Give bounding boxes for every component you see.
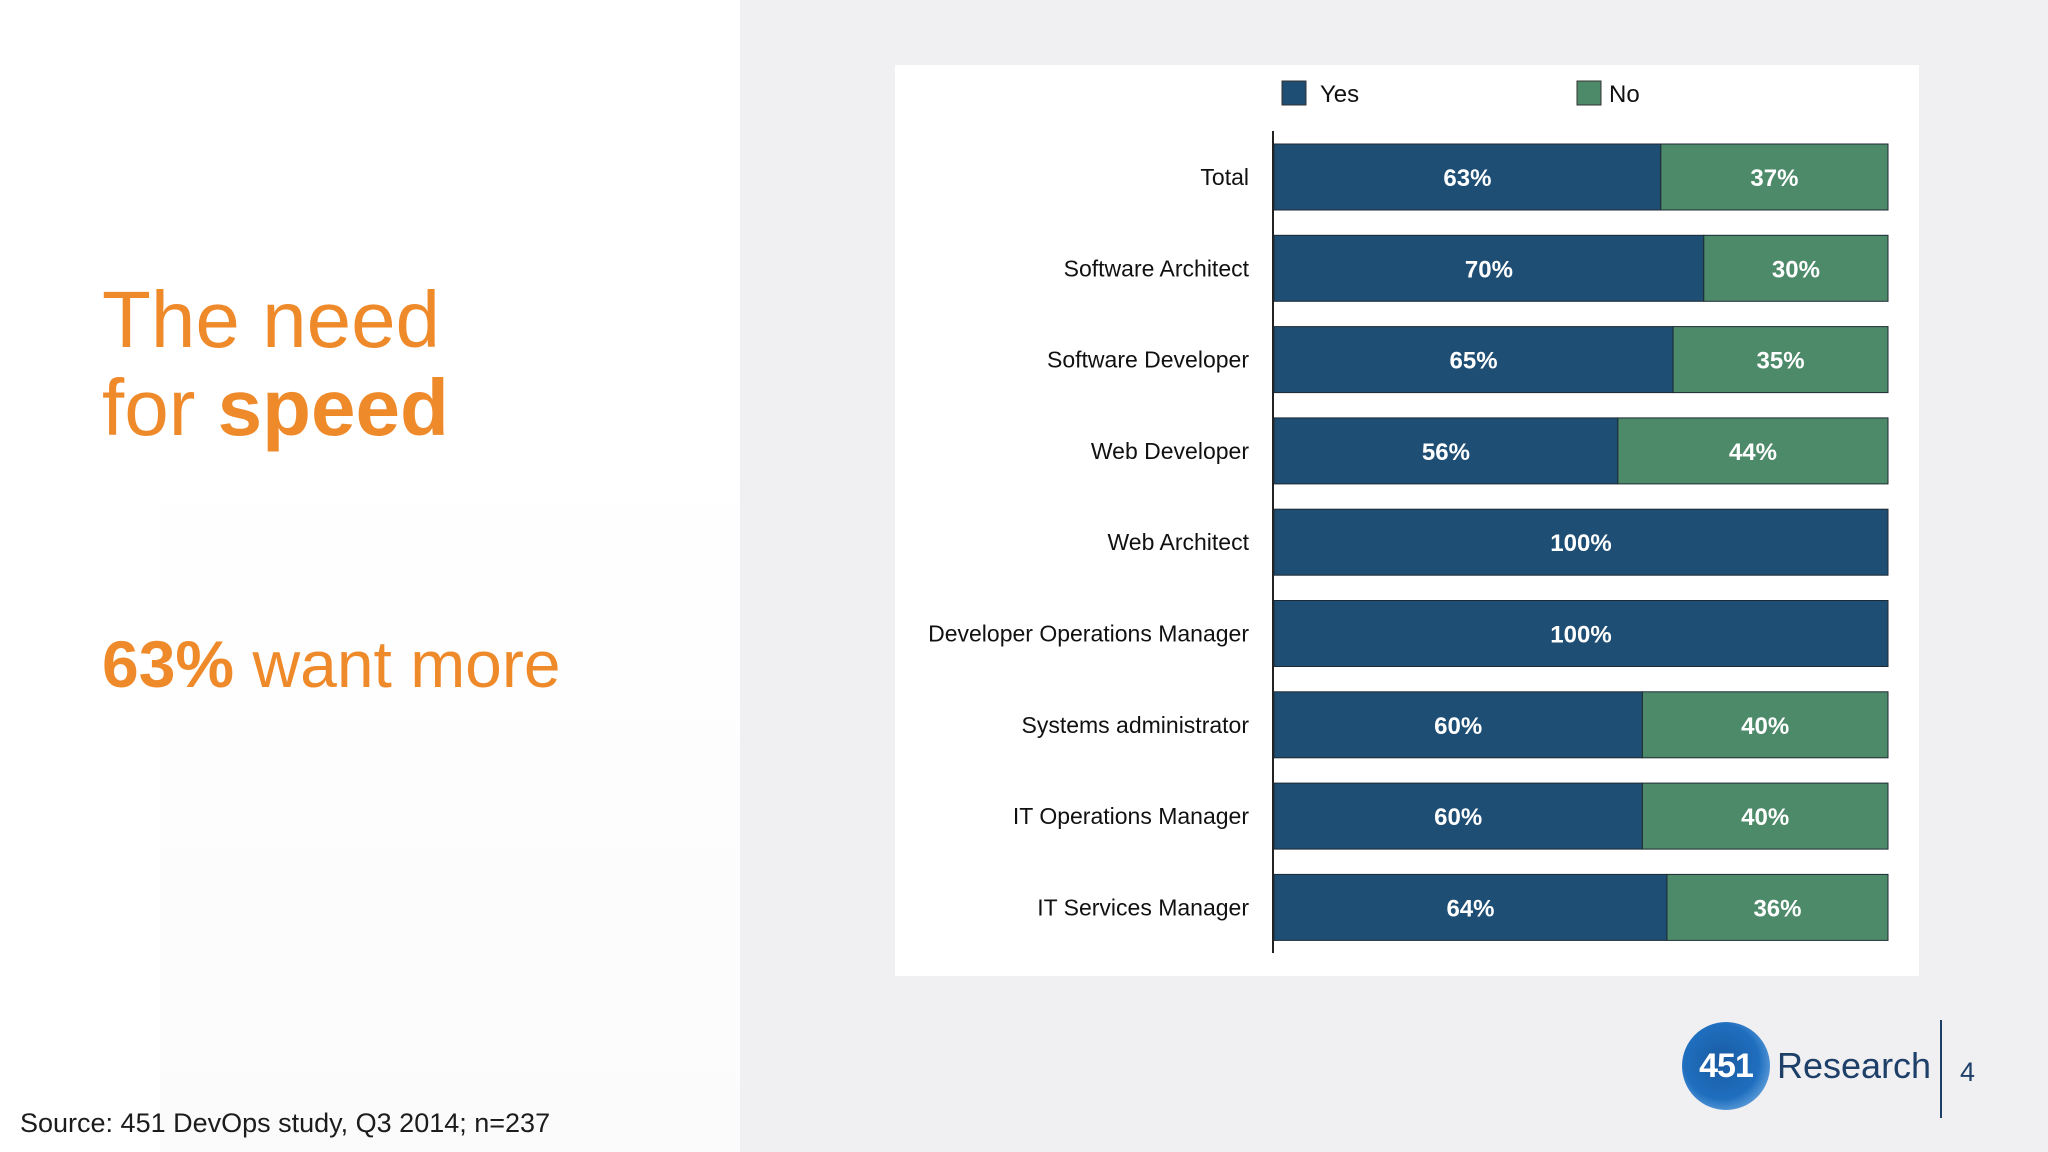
category-label: Software Architect [1064, 255, 1250, 281]
bar-yes [1273, 143, 1662, 211]
bar-no [1660, 143, 1889, 211]
data-label-yes: 56% [1422, 439, 1470, 466]
data-label-yes: 65% [1450, 348, 1498, 375]
data-label-no: 37% [1750, 165, 1798, 192]
bar-yes [1273, 691, 1643, 759]
data-label-yes: 64% [1446, 895, 1494, 922]
bar-yes [1273, 782, 1643, 850]
stat-value: 63% [102, 627, 235, 701]
headline-line-2: for speed [102, 364, 449, 452]
category-label: Web Developer [1091, 438, 1249, 464]
legend-swatch-yes [1281, 80, 1307, 106]
background-fade [160, 430, 740, 1152]
stacked-bar-chart: Yes No Total 63% 37% Software Architect 70% 30%… [928, 80, 1889, 953]
source-note: Source: 451 DevOps study, Q3 2014; n=237 [20, 1108, 551, 1138]
bar-no [1617, 417, 1889, 485]
category-label: Systems administrator [1021, 712, 1249, 738]
category-label: IT Services Manager [1037, 894, 1249, 920]
bar-no [1666, 873, 1889, 941]
headline-prefix: for [102, 363, 218, 452]
bar-no [1641, 691, 1889, 759]
bar-yes [1273, 326, 1674, 394]
category-label: Software Developer [1047, 347, 1249, 373]
legend-swatch-no [1576, 80, 1602, 106]
logo-circle: 451 [1682, 1022, 1770, 1110]
left-panel [0, 0, 740, 1152]
logo-wordmark: Research [1777, 1045, 1932, 1086]
data-label-yes: 60% [1434, 804, 1482, 831]
bar-yes [1273, 600, 1889, 667]
category-label: Web Architect [1108, 529, 1250, 555]
data-label-no: 40% [1741, 713, 1789, 740]
category-label: Total [1200, 164, 1249, 190]
data-label-no: 36% [1753, 895, 1801, 922]
stat-callout: 63% want more [102, 626, 561, 702]
bar-no [1641, 782, 1889, 850]
category-label: Developer Operations Manager [928, 621, 1249, 647]
bar-yes [1273, 234, 1705, 302]
stat-text: want more [234, 627, 561, 701]
data-label-no: 44% [1729, 439, 1777, 466]
data-label-yes: 100% [1550, 622, 1611, 649]
headline-line-1: The need [102, 275, 441, 364]
bar-yes [1273, 508, 1889, 576]
legend-label-yes: Yes [1320, 81, 1359, 108]
data-label-yes: 100% [1550, 530, 1611, 557]
data-label-no: 40% [1741, 804, 1789, 831]
footer-divider [1940, 1020, 1942, 1118]
data-label-yes: 63% [1443, 165, 1491, 192]
chart-card: Yes No Total 63% 37% Software Architect 70% 30%… [895, 65, 1919, 976]
data-label-yes: 70% [1465, 256, 1513, 283]
legend-label-no: No [1609, 81, 1640, 108]
bar-yes [1273, 417, 1619, 485]
data-label-no: 35% [1757, 348, 1805, 375]
headline-bold-word: speed [217, 363, 449, 452]
bar-no [1672, 326, 1889, 394]
bar-no [1703, 234, 1889, 302]
data-label-yes: 60% [1434, 713, 1482, 740]
page-number: 4 [1960, 1057, 1976, 1087]
category-label: IT Operations Manager [1013, 803, 1249, 829]
data-label-no: 30% [1772, 256, 1820, 283]
company-logo: 451 Research [1682, 1022, 1931, 1114]
